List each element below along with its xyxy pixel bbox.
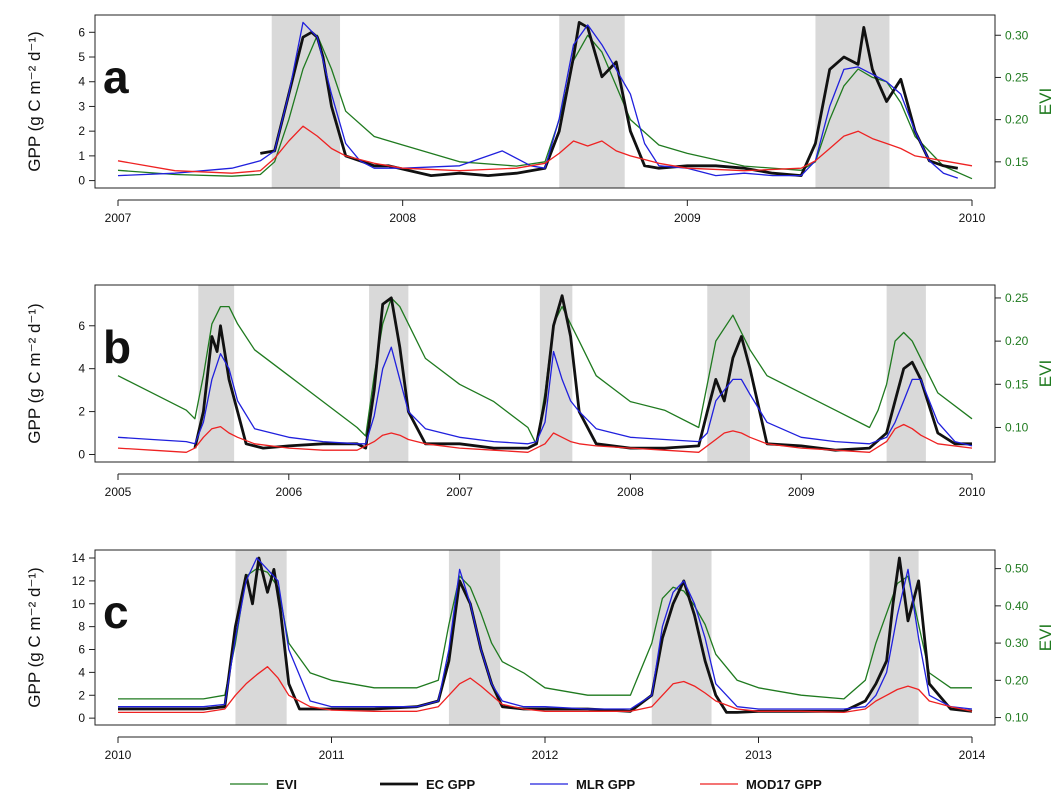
growing-season-band (448, 550, 501, 725)
x-tick-label: 2006 (275, 485, 302, 499)
series-line-mod17-gpp (118, 666, 973, 714)
series-line-mlr-gpp (117, 21, 959, 179)
legend: EVI EC GPP MLR GPP MOD17 GPP (230, 777, 822, 792)
growing-season-band (886, 285, 926, 462)
y-left-tick-label: 0 (78, 174, 85, 188)
y-left-axis-title: GPP (g C m⁻² d⁻¹) (25, 567, 44, 707)
y-left-tick-label: 4 (78, 75, 85, 89)
legend-label: MLR GPP (576, 777, 636, 792)
x-tick-label: 2009 (788, 485, 815, 499)
y-right-tick-label: 0.10 (1005, 420, 1029, 434)
y-right-tick-label: 0.30 (1005, 636, 1029, 650)
y-left-tick-label: 3 (78, 99, 85, 113)
panel-label: c (103, 586, 129, 638)
x-tick-label: 2007 (446, 485, 473, 499)
legend-label: EC GPP (426, 777, 475, 792)
y-right-tick-label: 0.10 (1005, 711, 1029, 725)
y-right-axis-title: EVI (1036, 360, 1055, 387)
x-tick-label: 2007 (105, 211, 132, 225)
y-right-axis-title: EVI (1036, 88, 1055, 115)
y-left-tick-label: 14 (72, 551, 86, 565)
series-line-ec-gpp (193, 294, 972, 452)
x-tick-label: 2008 (617, 485, 644, 499)
series-line-mlr-gpp (117, 346, 973, 447)
growing-season-band (869, 550, 919, 725)
y-left-tick-label: 0 (78, 447, 85, 461)
x-tick-label: 2010 (959, 211, 986, 225)
plot-frame (94, 549, 996, 726)
y-right-tick-label: 0.20 (1005, 673, 1029, 687)
y-right-tick-label: 0.20 (1005, 334, 1029, 348)
y-left-tick-label: 6 (78, 25, 85, 39)
growing-season-band (539, 285, 573, 462)
x-tick-label: 2009 (674, 211, 701, 225)
y-left-tick-label: 4 (78, 362, 85, 376)
series-line-ec-gpp (260, 20, 959, 178)
y-left-tick-label: 8 (78, 620, 85, 634)
series-line-mlr-gpp (118, 557, 973, 710)
y-right-tick-label: 0.25 (1005, 70, 1029, 84)
x-tick-label: 2010 (105, 748, 132, 762)
chart-panel-b: 2005 2006 2007 2008 2009 2010 0 2 4 6 0.10 0.15 0.20… (25, 284, 1055, 499)
x-tick-label: 2012 (532, 748, 559, 762)
y-right-axis-title: EVI (1036, 624, 1055, 651)
series-line-mod17-gpp (117, 125, 973, 174)
chart-panel-c: 2010 2011 2012 2013 2014 0 2 4 6 8 10 12 14 0.10 0.20 0… (25, 549, 1055, 762)
y-right-tick-label: 0.30 (1005, 28, 1029, 42)
x-tick-label: 2005 (105, 485, 132, 499)
x-tick-label: 2008 (389, 211, 416, 225)
y-left-tick-label: 12 (72, 574, 86, 588)
y-left-tick-label: 2 (78, 405, 85, 419)
growing-season-band (815, 15, 890, 188)
x-tick-label: 2010 (959, 485, 986, 499)
growing-season-band (235, 550, 287, 725)
panel-label: a (103, 51, 129, 103)
x-tick-label: 2011 (319, 748, 345, 762)
y-left-tick-label: 4 (78, 665, 85, 679)
y-left-tick-label: 1 (78, 149, 85, 163)
growing-season-band (271, 15, 341, 188)
x-tick-label: 2013 (745, 748, 772, 762)
y-left-tick-label: 6 (78, 643, 85, 657)
y-left-tick-label: 2 (78, 124, 85, 138)
series-line-mod17-gpp (117, 423, 973, 453)
y-left-tick-label: 5 (78, 50, 85, 64)
series-line-ec-gpp (118, 556, 973, 714)
plot-frame (94, 284, 996, 463)
chart-panel-a: 2007 2008 2009 2010 0 1 2 3 4 5 6 0.15 0.20 0.25 0.30 G… (25, 14, 1055, 225)
y-left-tick-label: 0 (78, 711, 85, 725)
legend-label: EVI (276, 777, 297, 792)
y-left-axis-title: GPP (g C m⁻² d⁻¹) (25, 31, 44, 171)
y-left-axis-title: GPP (g C m⁻² d⁻¹) (25, 303, 44, 443)
y-right-tick-label: 0.15 (1005, 155, 1029, 169)
plot-frame (94, 14, 996, 189)
panel-label: b (103, 321, 131, 373)
y-left-tick-label: 2 (78, 688, 85, 702)
y-right-tick-label: 0.15 (1005, 377, 1029, 391)
x-tick-label: 2014 (959, 748, 986, 762)
y-left-tick-label: 6 (78, 319, 85, 333)
y-right-tick-label: 0.20 (1005, 113, 1029, 127)
legend-label: MOD17 GPP (746, 777, 822, 792)
y-right-tick-label: 0.40 (1005, 599, 1029, 613)
y-left-tick-label: 10 (72, 597, 86, 611)
y-right-tick-label: 0.50 (1005, 562, 1029, 576)
y-right-tick-label: 0.25 (1005, 291, 1029, 305)
series-line-evi (117, 34, 973, 180)
